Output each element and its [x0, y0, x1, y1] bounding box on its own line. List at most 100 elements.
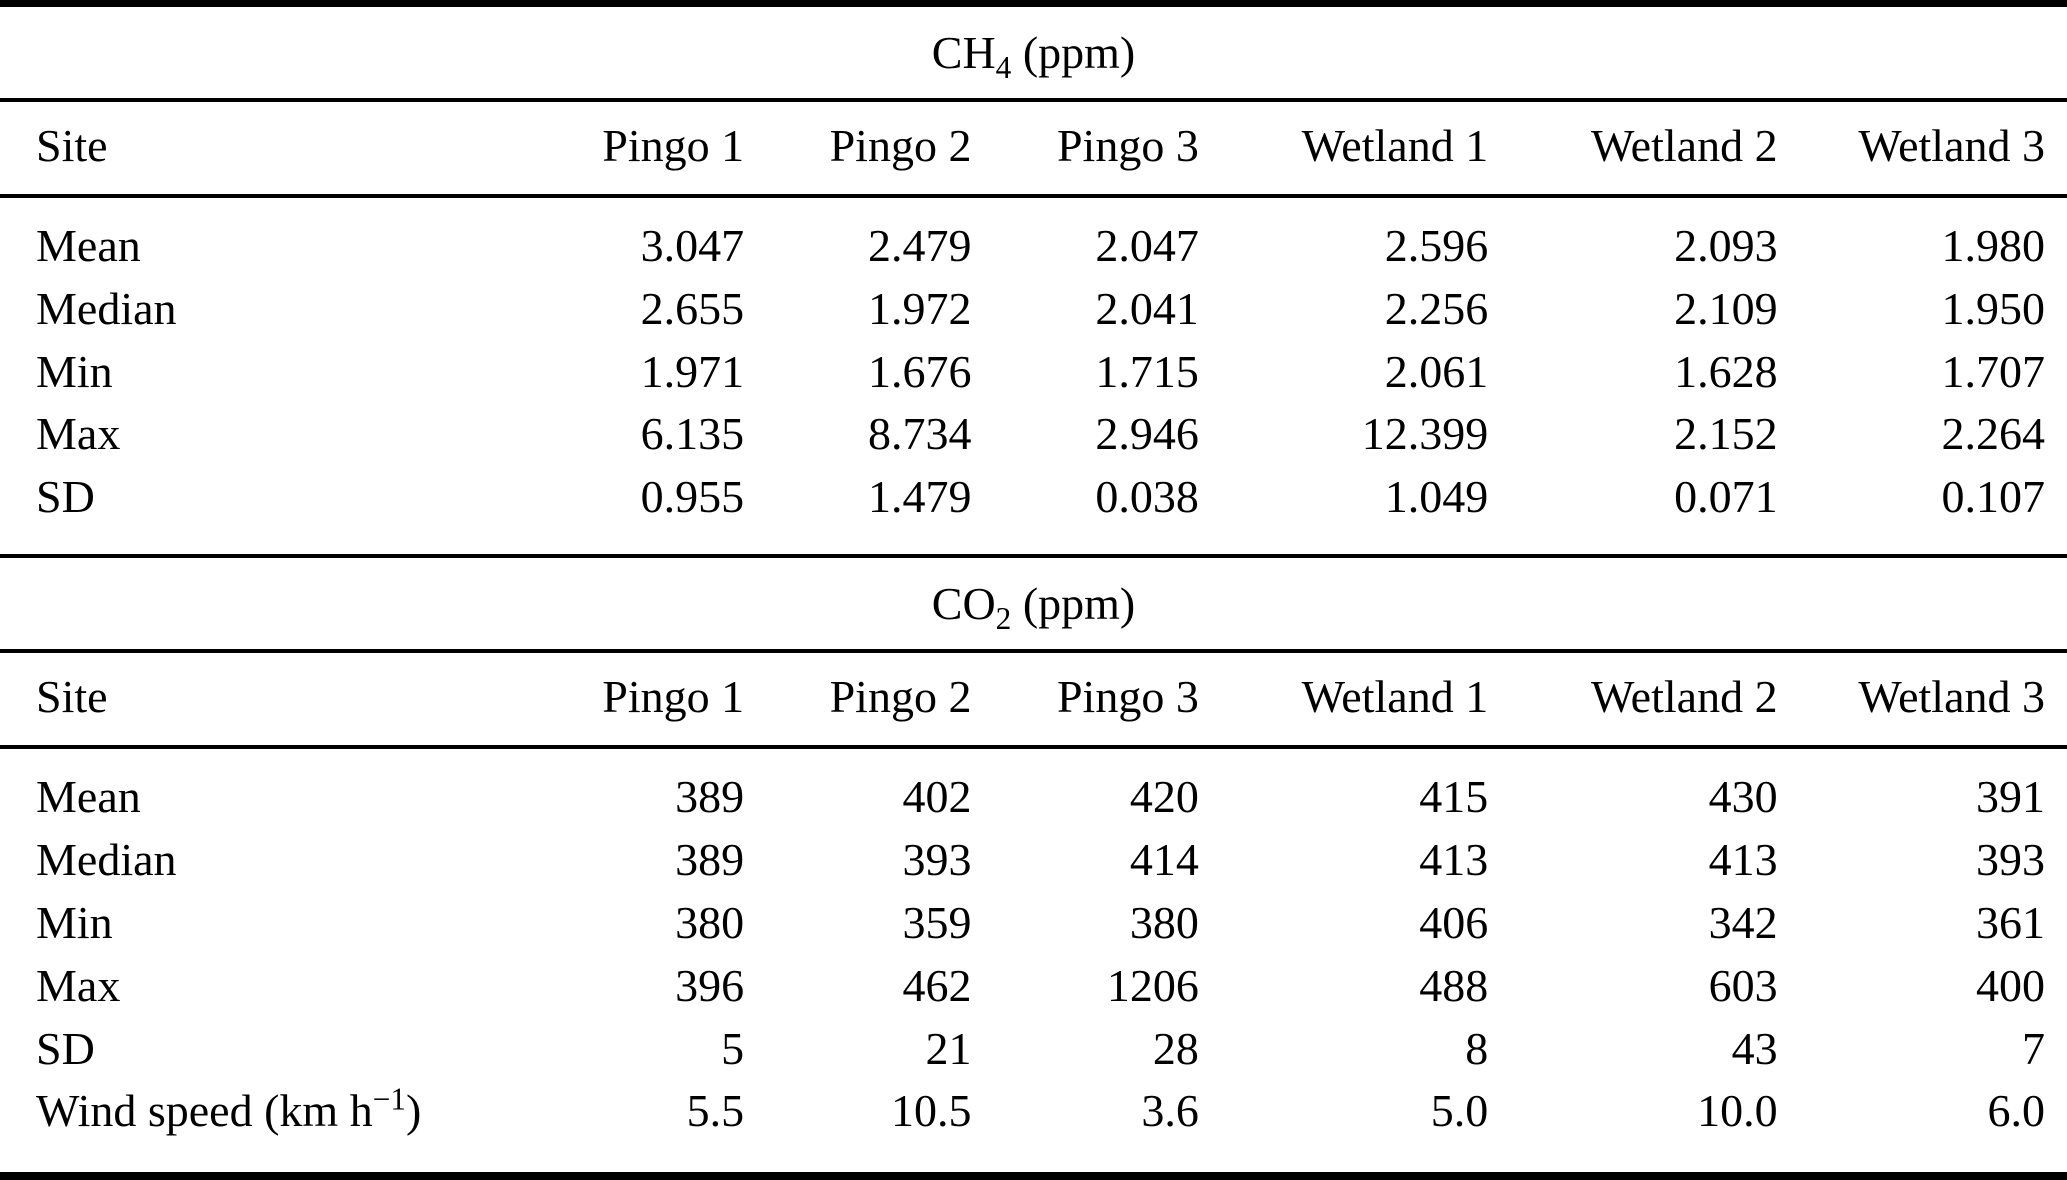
row-label: Min	[0, 341, 537, 404]
ch4-table-body: Mean 3.047 2.479 2.047 2.596 2.093 1.980 Median…	[0, 196, 2067, 554]
text-run: SD	[36, 1022, 95, 1074]
column-header-wetland-2: Wetland 2	[1488, 653, 1778, 750]
cell: 2.061	[1384, 345, 1489, 397]
cell: 2.946	[1095, 408, 1199, 460]
co2-table-header: Site Pingo 1 Pingo 2 Pingo 3 Wetland 1 Wetlan…	[0, 653, 2067, 750]
cell: 361	[1976, 896, 2045, 948]
text-run: Min	[36, 896, 113, 948]
column-header-wetland-1: Wetland 1	[1198, 101, 1489, 198]
cell: 393	[902, 833, 972, 885]
text-run: Max	[36, 959, 121, 1011]
column-header-pingo-2: Pingo 2	[744, 101, 972, 198]
column-header-wetland-3: Wetland 3	[1777, 653, 2067, 750]
table-row: SD 0.955 1.479 0.038 1.049 0.071 0.107	[0, 466, 2067, 554]
cell: 5.0	[1430, 1085, 1489, 1137]
cell: 2.655	[640, 282, 745, 334]
cell: 12.399	[1361, 408, 1489, 460]
cell: 7	[2022, 1022, 2045, 1074]
subscript: 2	[995, 601, 1012, 637]
cell: 1.972	[867, 282, 972, 334]
cell: 2.109	[1674, 282, 1778, 334]
subscript: 4	[995, 50, 1012, 86]
cell: 1.707	[1941, 345, 2046, 397]
cell: 1.715	[1095, 345, 1199, 397]
text-run: Max	[36, 408, 121, 460]
text-run: Median	[36, 833, 177, 885]
cell: 396	[675, 959, 745, 1011]
text-run: )	[405, 1085, 422, 1137]
cell: 1.049	[1384, 471, 1489, 523]
cell: 28	[1152, 1022, 1199, 1074]
cell: 391	[1976, 771, 2045, 823]
cell: 415	[1419, 771, 1489, 823]
table-row: Min 1.971 1.676 1.715 2.061 1.628 1.707	[0, 341, 2067, 404]
cell: 3.047	[640, 219, 745, 271]
header-row: Site Pingo 1 Pingo 2 Pingo 3 Wetland 1 Wetlan…	[0, 101, 2067, 198]
cell: 5.5	[686, 1085, 745, 1137]
cell: 0.955	[640, 471, 745, 523]
table-row: SD 5 21 28 8 43 7	[0, 1018, 2067, 1081]
table-row: Max 6.135 8.734 2.946 12.399 2.152 2.264	[0, 403, 2067, 466]
superscript: −1	[372, 1082, 406, 1118]
cell: 1.628	[1674, 345, 1778, 397]
ch4-section: CH4 (ppm) Site Pingo 1 Pingo 2 Pingo 3 Wetla…	[0, 7, 2067, 554]
table-row: Median 2.655 1.972 2.041 2.256 2.109 1.950	[0, 278, 2067, 341]
cell: 389	[675, 833, 745, 885]
row-label: Max	[0, 955, 537, 1018]
cell: 10.0	[1697, 1085, 1778, 1137]
co2-table: Site Pingo 1 Pingo 2 Pingo 3 Wetland 1 Wetlan…	[0, 653, 2067, 1168]
row-label: Median	[0, 829, 537, 892]
row-label: Max	[0, 403, 537, 466]
cell: 402	[902, 771, 972, 823]
cell: 0.071	[1674, 471, 1778, 523]
cell: 2.256	[1384, 282, 1489, 334]
cell: 603	[1708, 959, 1778, 1011]
column-header-pingo-3: Pingo 3	[971, 653, 1199, 750]
row-label: Mean	[0, 196, 537, 278]
column-header-pingo-3: Pingo 3	[971, 101, 1199, 198]
cell: 6.135	[640, 408, 745, 460]
cell: 2.047	[1095, 219, 1199, 271]
cell: 406	[1419, 896, 1489, 948]
column-header-wetland-3: Wetland 3	[1777, 101, 2067, 198]
cell: 389	[675, 771, 745, 823]
text-run: SD	[36, 471, 95, 523]
cell: 430	[1708, 771, 1778, 823]
cell: 43	[1731, 1022, 1778, 1074]
text-run: CO	[931, 578, 996, 630]
column-header-pingo-1: Pingo 1	[537, 101, 745, 198]
cell: 488	[1419, 959, 1489, 1011]
cell: 2.264	[1941, 408, 2046, 460]
text-run: CH	[931, 27, 996, 78]
cell: 380	[1129, 896, 1199, 948]
column-header-pingo-1: Pingo 1	[537, 653, 745, 750]
text-run: (ppm)	[1011, 578, 1136, 630]
table-row: Mean 3.047 2.479 2.047 2.596 2.093 1.980	[0, 196, 2067, 278]
cell: 1206	[1106, 959, 1199, 1011]
cell: 400	[1976, 959, 2045, 1011]
row-label: Mean	[0, 747, 537, 829]
text-run: Wind speed (km h	[36, 1085, 373, 1137]
column-header-site: Site	[0, 653, 538, 750]
cell: 21	[925, 1022, 972, 1074]
section-title-co2: CO2 (ppm)	[0, 558, 2067, 654]
table-row: Mean 389 402 420 415 430 391	[0, 747, 2067, 829]
row-label: Median	[0, 278, 537, 341]
cell: 0.038	[1095, 471, 1199, 523]
header-row: Site Pingo 1 Pingo 2 Pingo 3 Wetland 1 Wetlan…	[0, 653, 2067, 750]
text-run: Median	[36, 282, 177, 334]
cell: 380	[675, 896, 745, 948]
row-label: Min	[0, 892, 537, 955]
table-row: Max 396 462 1206 488 603 400	[0, 955, 2067, 1018]
cell: 413	[1708, 833, 1778, 885]
table-row: Median 389 393 414 413 413 393	[0, 829, 2067, 892]
section-title-ch4: CH4 (ppm)	[0, 7, 2067, 102]
cell: 10.5	[890, 1085, 972, 1137]
column-header-site: Site	[0, 101, 538, 198]
text-run: Mean	[36, 771, 141, 823]
cell: 5	[721, 1022, 745, 1074]
text-run: (ppm)	[1011, 27, 1136, 78]
cell: 2.479	[867, 219, 972, 271]
cell: 2.093	[1674, 219, 1778, 271]
